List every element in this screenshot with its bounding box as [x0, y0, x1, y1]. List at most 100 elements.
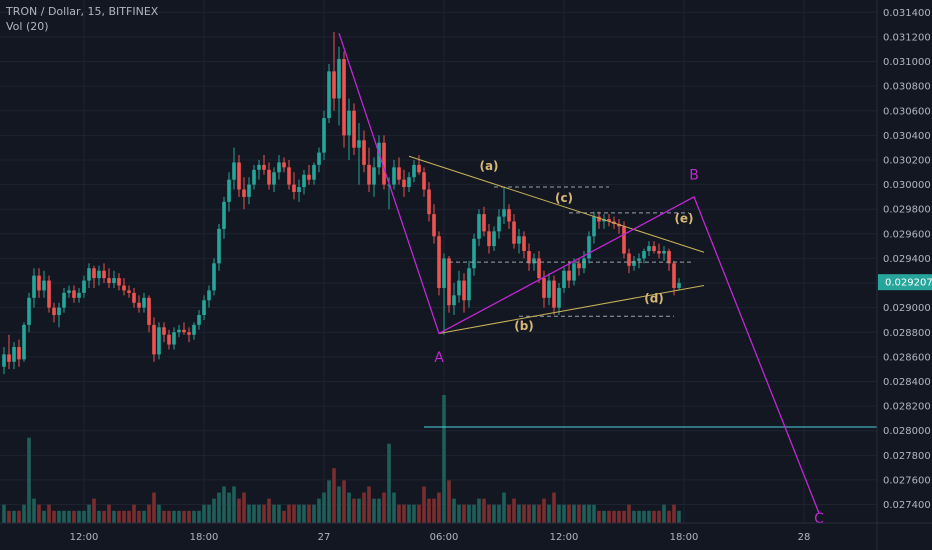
- volume-bar: [207, 504, 211, 523]
- candle-body: [117, 278, 121, 286]
- candle-body: [397, 167, 401, 180]
- volume-bar: [152, 492, 156, 523]
- volume-bar: [82, 510, 86, 523]
- candle-body: [602, 219, 606, 222]
- volume-bar: [242, 492, 246, 523]
- candle-body: [562, 270, 566, 288]
- candle-body: [262, 164, 266, 170]
- candle-body: [147, 297, 151, 325]
- candle-body: [322, 118, 326, 153]
- elliott-point-label: B: [689, 168, 699, 184]
- candle-body: [367, 164, 371, 185]
- volume-bar: [622, 510, 626, 523]
- volume-bar: [257, 504, 261, 523]
- y-tick-label: 0.027400: [883, 500, 931, 511]
- volume-bar: [507, 504, 511, 523]
- candle-body: [82, 280, 86, 293]
- volume-bar: [332, 468, 336, 523]
- candle-body: [192, 324, 196, 335]
- x-tick-label: 28: [798, 532, 811, 543]
- candle-body: [652, 246, 656, 252]
- x-tick-label: 06:00: [430, 532, 459, 543]
- candle-body: [527, 251, 531, 264]
- volume-bar: [477, 498, 481, 523]
- candle-body: [487, 231, 491, 247]
- y-tick-label: 0.031200: [883, 32, 931, 43]
- candle-body: [402, 179, 406, 188]
- candlesticks: [2, 31, 681, 375]
- candle-body: [672, 263, 676, 288]
- last-price-label: 0.029207: [885, 278, 932, 289]
- x-tick-label: 18:00: [190, 532, 219, 543]
- symbol-title: TRON / Dollar, 15, BITFINEX: [6, 5, 159, 18]
- volume-bar: [667, 510, 671, 523]
- candle-body: [122, 285, 126, 291]
- volume-bar: [662, 504, 666, 523]
- candle-body: [417, 164, 421, 173]
- volume-bar: [532, 504, 536, 523]
- candle-body: [392, 167, 396, 185]
- candle-body: [242, 189, 246, 197]
- volume-bar: [322, 492, 326, 523]
- candle-body: [357, 140, 361, 148]
- volume-bar: [412, 504, 416, 523]
- y-tick-label: 0.028800: [883, 328, 931, 339]
- candle-body: [627, 253, 631, 266]
- volume-bar: [137, 510, 141, 523]
- candle-body: [37, 275, 41, 291]
- y-tick-label: 0.029800: [883, 205, 931, 216]
- candle-body: [632, 260, 636, 266]
- candle-body: [307, 174, 311, 180]
- x-tick-label: 12:00: [70, 532, 99, 543]
- candle-body: [42, 280, 46, 291]
- candle-body: [362, 140, 366, 165]
- candle-body: [517, 236, 521, 244]
- candle-body: [272, 172, 276, 185]
- candle-body: [247, 184, 251, 197]
- wave-label: (a): [479, 159, 498, 173]
- volume-bar: [567, 504, 571, 523]
- volume-bar: [312, 504, 316, 523]
- candle-body: [207, 290, 211, 301]
- volume-bar: [67, 510, 71, 523]
- volume-bar: [377, 498, 381, 523]
- y-tick-label: 0.029000: [883, 303, 931, 314]
- candle-body: [642, 251, 646, 259]
- volume-bar: [187, 510, 191, 523]
- candle-body: [592, 216, 596, 237]
- volume-bar: [62, 510, 66, 523]
- candle-body: [167, 334, 171, 345]
- candle-body: [67, 290, 71, 293]
- volume-bar: [642, 510, 646, 523]
- candle-body: [422, 172, 426, 190]
- volume-bar: [192, 510, 196, 523]
- candle-body: [292, 184, 296, 192]
- x-tick-label: 12:00: [550, 532, 579, 543]
- elliott-point-label: C: [814, 511, 824, 527]
- volume-bar: [327, 480, 331, 523]
- volume-bar: [342, 480, 346, 523]
- volume-bar: [352, 498, 356, 523]
- volume-bar: [287, 504, 291, 523]
- candle-body: [427, 189, 431, 215]
- candle-body: [447, 258, 451, 306]
- candle-body: [477, 214, 481, 239]
- x-tick-label: 18:00: [670, 532, 699, 543]
- volume-bar: [147, 504, 151, 523]
- volume-bar: [427, 498, 431, 523]
- candle-body: [252, 169, 256, 185]
- candle-body: [442, 258, 446, 288]
- volume-bar: [512, 498, 516, 523]
- candle-body: [92, 268, 96, 279]
- volume-bar: [27, 437, 31, 523]
- volume-bar: [57, 510, 61, 523]
- candle-body: [382, 142, 386, 185]
- candle-body: [347, 110, 351, 136]
- volume-bar: [117, 510, 121, 523]
- volume-bar: [217, 492, 221, 523]
- volume-bar: [42, 510, 46, 523]
- volume-bar: [227, 492, 231, 523]
- candle-body: [187, 332, 191, 335]
